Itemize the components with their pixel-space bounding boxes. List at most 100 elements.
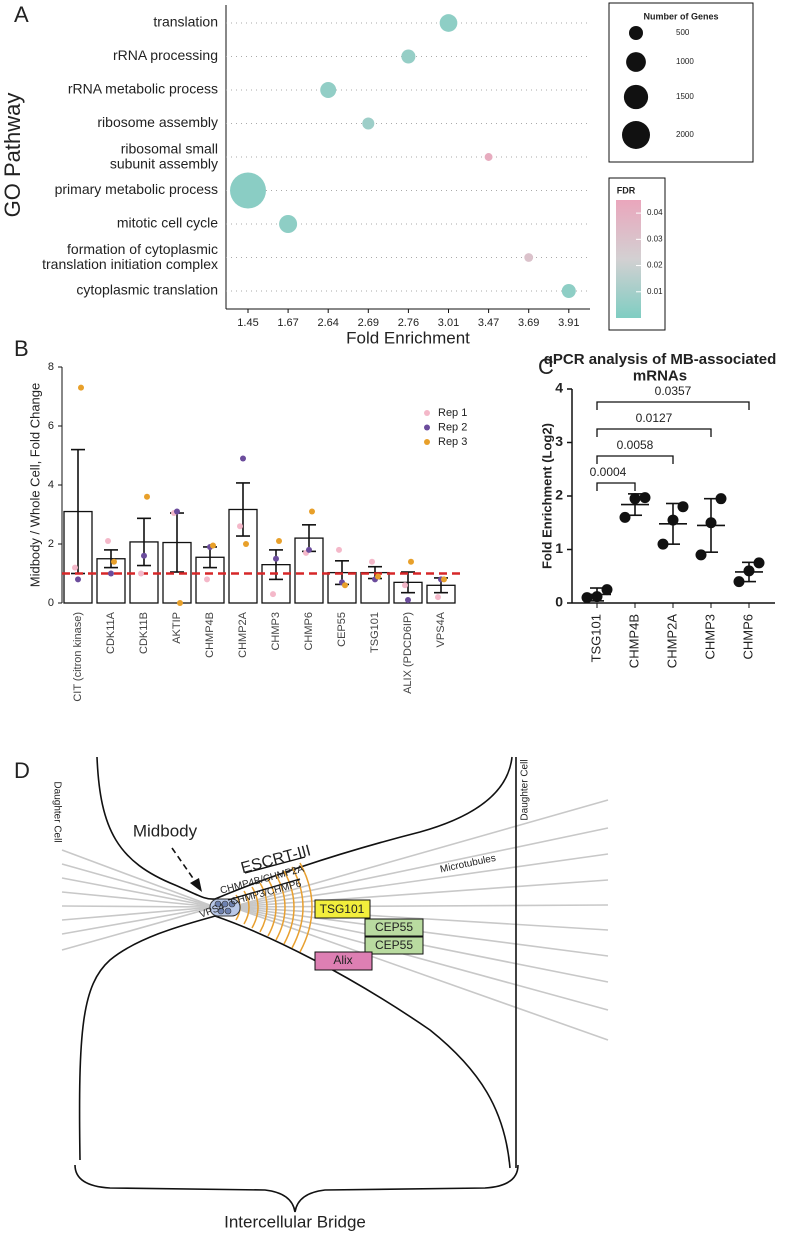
microtubule [61,863,216,908]
x-tick-label: 1.45 [237,317,258,329]
x-tick-label: 3.69 [518,317,539,329]
dot [230,172,266,209]
legend-marker [424,424,430,431]
point [639,492,651,504]
point [695,549,707,561]
dot [401,49,416,64]
x-tick-label: CHMP6 [303,612,315,651]
legend-label: Rep 1 [438,407,467,419]
y-tick-label: ribosomal small subunit assembly [110,140,218,171]
escrt-spiral [275,874,286,941]
rep-point [375,573,381,580]
dot [320,82,337,98]
membrane-line [214,756,513,900]
rep-point [144,493,150,500]
escrt-spiral [259,882,268,933]
rep-point [243,541,249,547]
legend-title: Number of Genes [643,11,718,21]
legend-label: 1000 [676,57,694,66]
y-tick-label: 4 [555,380,563,396]
p-value-label: 0.0357 [655,384,692,398]
legend-label: 0.01 [647,287,663,296]
dot [484,153,493,161]
x-tick-label: 2.69 [358,317,379,329]
significance-bracket [596,401,750,410]
panel-label: A [14,2,29,27]
microtubule [231,827,609,908]
underline [244,856,306,874]
microtubule [231,906,609,1011]
rep-point [210,542,216,549]
box-label: CEP55 [375,938,413,952]
significance-bracket [596,482,636,491]
rep-point [405,597,411,604]
diagram: D TSG101 CEP55 CEP55 Alix Midbody ESCRT-… [14,756,609,1231]
x-tick-label: 3.47 [478,317,499,329]
escrt-spiral [243,890,250,925]
rep-point [336,546,342,553]
x-tick-label: TSG101 [588,614,603,662]
microtubule [231,904,609,908]
rep-point [177,600,183,606]
x-tick-label: CHMP3 [270,612,282,651]
escrt-spiral [283,870,295,945]
x-tick-label: CHMP2A [237,611,249,658]
y-tick-label: 1 [555,540,563,556]
dot [524,253,534,262]
legend-label: 0.02 [647,261,663,270]
x-tick-label: CIT (citron kinase) [72,612,84,702]
rep-point [402,582,408,589]
x-tick-label: AKTIP [171,612,183,644]
y-tick-label: cytoplasmic translation [76,282,218,298]
rep-point [72,564,78,571]
microtubule [61,905,216,908]
microtubule [61,906,216,951]
cep55-box [364,918,424,937]
p-value-label: 0.0058 [617,438,654,452]
x-tick-label: 1.67 [277,317,298,329]
legend-marker [424,410,430,416]
rep-point [204,576,210,583]
label: Daughter Cell [520,759,531,820]
microtubule [231,853,609,908]
x-tick-label: CHMP6 [740,614,755,660]
arrow [171,847,198,885]
legend-dot [626,52,646,72]
membrane [74,756,519,1213]
box-label: Alix [333,953,352,967]
rep-point [111,558,117,565]
y-tick-label: 6 [48,420,54,432]
x-tick-label: CDK11A [105,611,117,654]
y-tick-label: 2 [555,487,563,503]
tsg101-box [314,899,371,919]
rep-point [78,384,84,391]
microtubule [231,879,609,908]
legend-label: Rep 2 [438,421,467,433]
y-tick-label: ribosome assembly [97,114,218,130]
y-axis-label: Fold Enrichment (Log2) [539,423,554,569]
legend-label: 2000 [676,130,694,139]
x-tick-label: TSG101 [369,612,381,653]
panel-label: B [14,336,29,361]
rep-point [306,546,312,553]
rep-point [141,552,147,559]
panel-label: D [14,758,30,783]
membrane-line [78,915,216,1161]
microtubule [61,906,216,921]
label: Midbody [133,821,198,840]
midbody-complex [214,900,236,915]
label: Microtubules [439,853,497,876]
rep-point [435,594,441,601]
rep-point [273,555,279,562]
escrt-spiral [267,878,277,937]
y-tick-label: 2 [48,538,54,550]
y-tick-label: translation [153,14,218,30]
dot [279,214,298,234]
legend-dot [623,84,649,110]
x-tick-label: CHMP3 [702,614,717,660]
x-tick-label: 3.01 [438,317,459,329]
microtubule [61,849,216,908]
x-tick-label: 2.64 [317,317,338,329]
x-tick-label: CHMP4B [204,612,216,658]
